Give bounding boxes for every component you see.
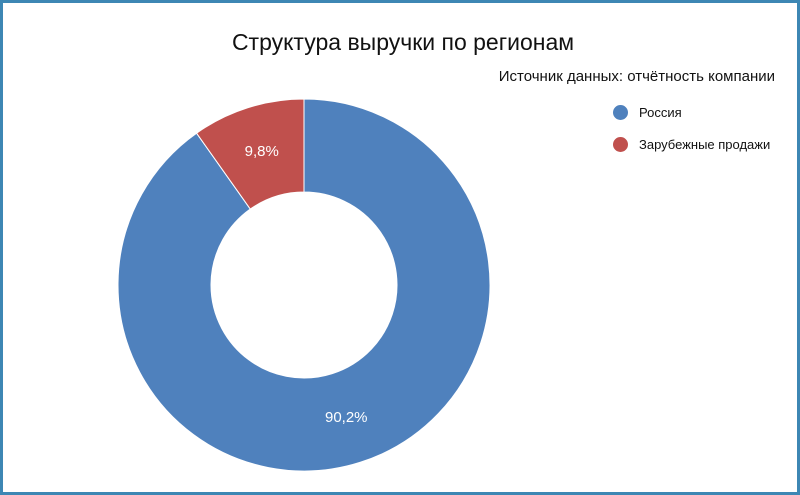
legend-marker-foreign (613, 136, 628, 152)
slice-label-russia: 90,2% (325, 409, 368, 426)
donut-slices (117, 98, 491, 472)
chart-subtitle: Источник данных: отчётность компании (498, 68, 775, 85)
slice-labels: 90,2% 9,8% (245, 143, 368, 426)
legend: Россия Зарубежные продажи (613, 101, 770, 165)
legend-label-foreign: Зарубежные продажи (639, 136, 771, 152)
chart-title: Структура выручки по регионам (231, 29, 575, 55)
legend-marker-russia (613, 104, 628, 120)
legend-item-foreign[interactable]: Зарубежные продажи (613, 133, 770, 155)
slice-russia[interactable] (117, 98, 491, 472)
slice-foreign[interactable] (195, 98, 305, 210)
legend-label-russia: Россия (639, 104, 682, 120)
slice-label-foreign: 9,8% (245, 143, 279, 160)
donut-chart: 90,2% 9,8% (117, 98, 491, 472)
legend-item-russia[interactable]: Россия (613, 101, 770, 123)
